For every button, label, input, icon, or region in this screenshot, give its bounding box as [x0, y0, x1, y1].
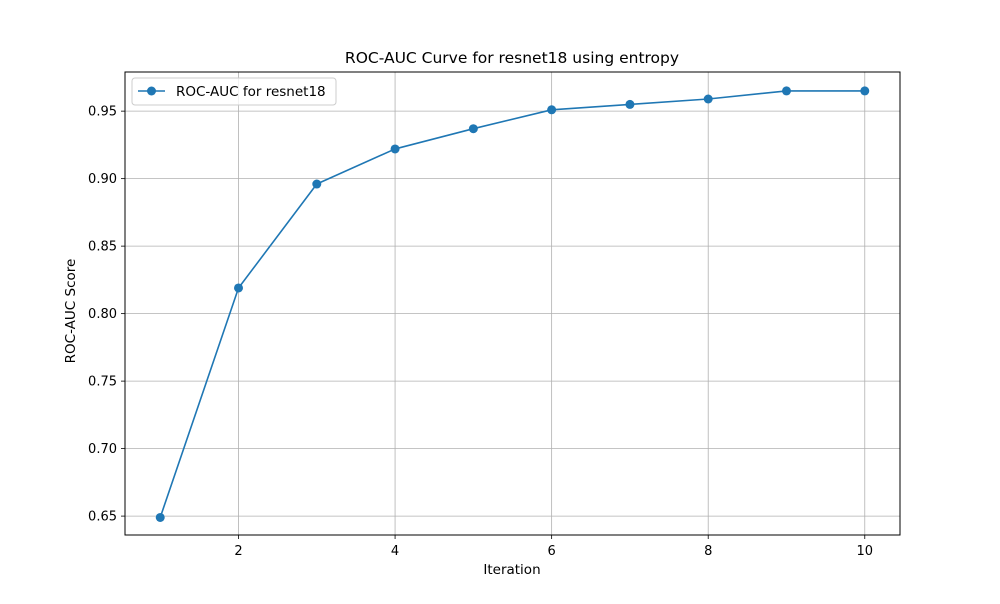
- data-point: [234, 283, 244, 293]
- data-point: [781, 86, 791, 96]
- data-point: [625, 99, 635, 109]
- legend: ROC-AUC for resnet18: [131, 77, 337, 106]
- series-line: [159, 90, 865, 518]
- x-tick-label: 10: [856, 544, 873, 559]
- x-tick-label: 8: [704, 544, 712, 559]
- data-point: [155, 512, 165, 522]
- x-axis-ticks: 2 4 6 8 10: [234, 535, 873, 559]
- y-tick-label: 0.65: [88, 510, 117, 525]
- x-tick-label: 4: [391, 544, 399, 559]
- x-tick-label: 2: [234, 544, 242, 559]
- legend-box: [131, 77, 337, 106]
- data-point: [703, 94, 713, 104]
- legend-entry-label: ROC-AUC for resnet18: [176, 84, 326, 100]
- y-tick-label: 0.75: [88, 375, 117, 390]
- x-axis-label: Iteration: [483, 562, 540, 578]
- legend-marker-swatch: [147, 86, 156, 96]
- plot-frame: [124, 71, 901, 536]
- y-tick-label: 0.70: [88, 442, 117, 457]
- chart-title: ROC-AUC Curve for resnet18 using entropy: [345, 49, 679, 67]
- data-point: [468, 124, 478, 134]
- data-point: [390, 144, 400, 154]
- y-axis-label: ROC-AUC Score: [63, 259, 79, 364]
- series-layer: [155, 86, 870, 522]
- data-point: [547, 105, 557, 115]
- x-tick-label: 6: [548, 544, 556, 559]
- y-tick-label: 0.95: [88, 105, 117, 120]
- grid: [125, 72, 900, 535]
- y-tick-label: 0.80: [88, 307, 117, 322]
- data-point: [860, 86, 870, 96]
- y-axis-ticks: 0.65 0.70 0.75 0.80 0.85 0.90 0.95: [88, 105, 125, 525]
- y-tick-label: 0.85: [88, 240, 117, 255]
- data-point: [312, 179, 322, 189]
- y-tick-label: 0.90: [88, 172, 117, 187]
